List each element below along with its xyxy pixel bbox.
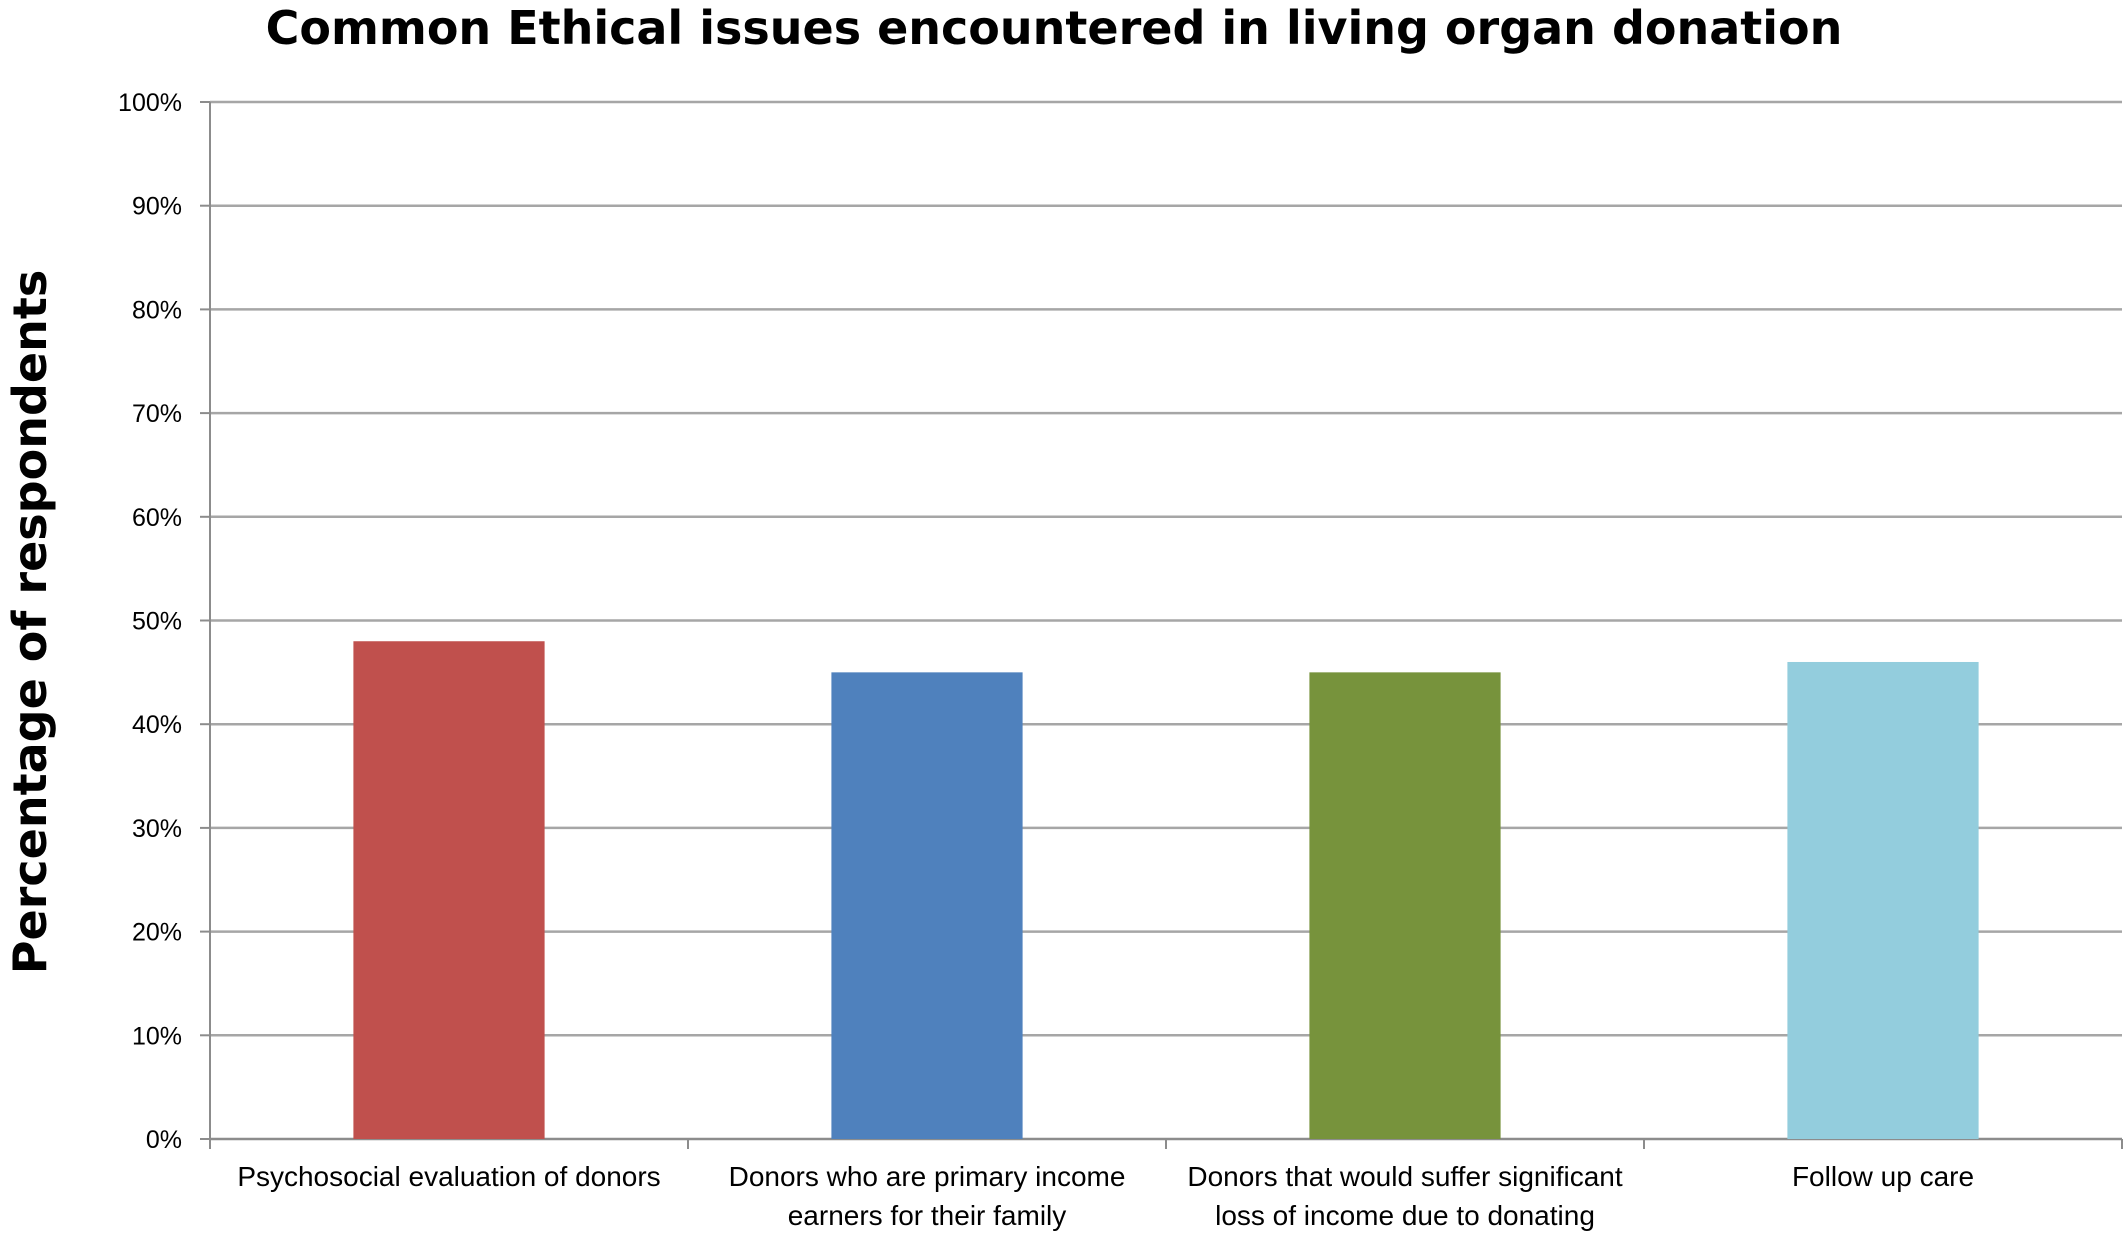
y-tick-label: 0% <box>146 1126 182 1154</box>
y-tick-label: 50% <box>132 608 182 636</box>
y-tick-label: 60% <box>132 504 182 532</box>
chart-title: Common Ethical issues encountered in liv… <box>266 1 1843 55</box>
y-tick-label: 30% <box>132 815 182 843</box>
x-tick-label: Donors that would suffer significant <box>1187 1161 1622 1192</box>
y-axis-label: Percentage of respondents <box>3 270 57 974</box>
y-tick-label: 80% <box>132 296 182 324</box>
x-tick-label: Follow up care <box>1792 1161 1974 1192</box>
y-tick-label: 40% <box>132 711 182 739</box>
y-tick-label: 100% <box>118 89 182 117</box>
bar <box>1309 672 1501 1139</box>
x-tick-label: Donors who are primary income <box>729 1161 1126 1192</box>
bar <box>831 672 1023 1139</box>
x-tick-label: Psychosocial evaluation of donors <box>237 1161 660 1192</box>
bars <box>353 641 1979 1139</box>
y-tick-label: 70% <box>132 400 182 428</box>
tick-labels: 0% 10% 20% 30% 40% 50% 60% 70% 80% 90% 100% Psychos… <box>118 89 1974 1231</box>
x-tick-label: earners for their family <box>788 1200 1067 1231</box>
bar <box>1787 661 1979 1139</box>
x-tick-label: loss of income due to donating <box>1215 1200 1595 1231</box>
y-tick-label: 10% <box>132 1022 182 1050</box>
y-tick-label: 20% <box>132 919 182 947</box>
y-tick-label: 90% <box>132 193 182 221</box>
bar <box>353 641 545 1139</box>
